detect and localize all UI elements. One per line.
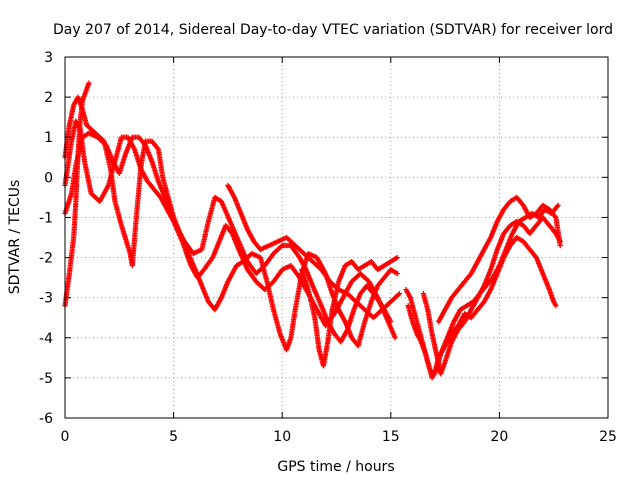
series-trace-a [62, 80, 92, 309]
series-trace-e [299, 254, 400, 369]
x-tick-label: 10 [273, 429, 291, 445]
chart-title: Day 207 of 2014, Sidereal Day-to-day VTE… [53, 22, 613, 38]
x-tick-label: 15 [382, 429, 400, 445]
x-tick-label: 25 [599, 429, 617, 445]
data-point-marker [394, 254, 400, 261]
y-tick-label: -6 [39, 411, 53, 427]
y-tick-label: -3 [39, 291, 53, 307]
data-point-marker [394, 271, 400, 277]
series-trace-i [435, 194, 563, 325]
data-point-marker [555, 202, 561, 209]
series-trace-g [405, 234, 559, 377]
y-tick-label: -5 [39, 371, 53, 387]
data-points [62, 80, 563, 381]
data-point-marker [388, 319, 394, 325]
data-point-marker [392, 335, 398, 341]
series-trace-c [62, 118, 398, 341]
data-point-marker [553, 303, 559, 309]
axis-ticks [64, 56, 609, 419]
y-tick-label: 1 [44, 130, 53, 146]
y-tick-label: -2 [39, 251, 53, 267]
series-trace-d [62, 130, 394, 345]
x-axis-label: GPS time / hours [277, 459, 394, 475]
tick-labels: 0 5 10 15 20 25 -6 -5 -4 -3 -2 -1 0 1 2 3 [39, 50, 617, 445]
x-tick-label: 20 [490, 429, 508, 445]
y-tick-label: 3 [44, 50, 53, 66]
y-axis-label: SDTVAR / TECUs [7, 180, 23, 295]
x-tick-label: 0 [61, 429, 70, 445]
series-trace-j [225, 182, 403, 321]
x-tick-label: 5 [169, 429, 178, 445]
data-point-marker [557, 242, 563, 249]
data-point-marker [396, 291, 403, 297]
y-tick-label: 0 [44, 170, 53, 186]
plot-frame [64, 56, 609, 419]
y-tick-label: -1 [39, 210, 53, 226]
y-tick-label: 2 [44, 90, 53, 106]
data-point-marker [86, 80, 92, 86]
grid [65, 57, 608, 418]
y-tick-label: -4 [39, 331, 53, 347]
